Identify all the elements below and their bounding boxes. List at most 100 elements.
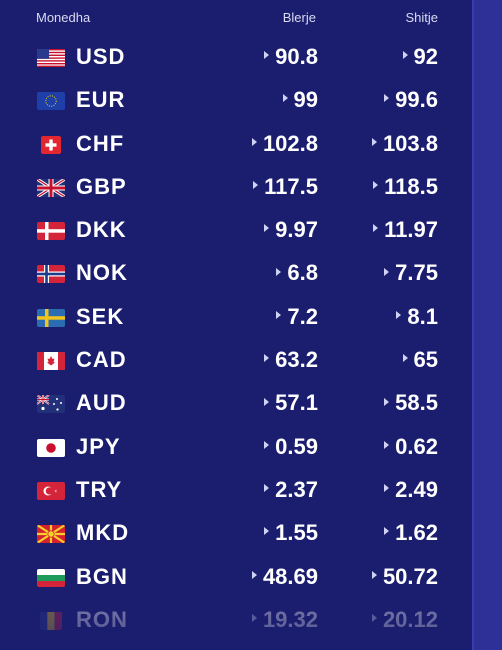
currency-code: TRY xyxy=(76,476,123,502)
sell-rate: 58.5 xyxy=(384,390,438,416)
caret-right-icon xyxy=(282,94,288,103)
rates-list: USD 90.8 92 EUR 99 99.6 xyxy=(0,36,472,642)
rate-row-usd: USD 90.8 92 xyxy=(0,36,472,79)
no-flag-icon xyxy=(37,265,65,284)
sell-rate: 2.49 xyxy=(384,477,438,503)
buy-rate: 0.59 xyxy=(264,434,318,460)
buy-rate: 63.2 xyxy=(264,347,318,373)
currency-code: CAD xyxy=(76,347,127,373)
buy-rate: 102.8 xyxy=(251,131,318,157)
buy-rate: 117.5 xyxy=(253,174,318,200)
caret-right-icon xyxy=(373,224,379,233)
mk-flag-icon xyxy=(37,525,65,544)
sell-column-header: Shitje xyxy=(405,10,438,25)
sell-rate: 92 xyxy=(402,44,438,70)
buy-rate: 6.8 xyxy=(276,260,318,286)
buy-rate: 57.1 xyxy=(264,390,318,416)
ca-flag-icon xyxy=(37,352,65,371)
caret-right-icon xyxy=(373,181,379,190)
currency-code: JPY xyxy=(76,433,121,459)
ch-flag-icon xyxy=(41,135,61,154)
rate-row-try: TRY 2.37 2.49 xyxy=(0,469,472,512)
sell-rate: 11.97 xyxy=(373,217,438,243)
jp-flag-icon xyxy=(37,438,65,457)
sell-rate: 8.1 xyxy=(396,304,438,330)
caret-right-icon xyxy=(384,397,390,406)
caret-right-icon xyxy=(264,224,270,233)
caret-right-icon xyxy=(264,484,270,493)
scroll-area-edge xyxy=(472,0,502,650)
tr-flag-icon xyxy=(37,481,65,500)
rate-row-mkd: MKD 1.55 1.62 xyxy=(0,512,472,555)
rate-row-nok: NOK 6.8 7.75 xyxy=(0,252,472,295)
rate-row-aud: AUD 57.1 58.5 xyxy=(0,382,472,425)
buy-rate: 99 xyxy=(282,87,318,113)
rate-row-chf: CHF 102.8 103.8 xyxy=(0,123,472,166)
table-header: Monedha Blerje Shitje xyxy=(0,8,472,30)
exchange-rate-panel: Monedha Blerje Shitje USD 90.8 xyxy=(0,8,472,650)
caret-right-icon xyxy=(251,570,257,579)
buy-rate: 90.8 xyxy=(264,44,318,70)
rate-row-ron: RON 19.32 20.12 xyxy=(0,599,472,642)
currency-code: NOK xyxy=(76,260,128,286)
buy-rate: 7.2 xyxy=(276,304,318,330)
caret-right-icon xyxy=(264,51,270,60)
bg-flag-icon xyxy=(37,568,65,587)
currency-code: CHF xyxy=(76,130,125,156)
caret-right-icon xyxy=(402,51,408,60)
ro-flag-icon xyxy=(40,611,62,630)
currency-code: EUR xyxy=(76,87,126,113)
caret-right-icon xyxy=(396,310,402,319)
sell-rate: 99.6 xyxy=(384,87,438,113)
caret-right-icon xyxy=(276,310,282,319)
sell-rate: 118.5 xyxy=(373,174,438,200)
caret-right-icon xyxy=(251,614,257,623)
caret-right-icon xyxy=(371,570,377,579)
caret-right-icon xyxy=(264,354,270,363)
sell-rate: 7.75 xyxy=(384,260,438,286)
au-flag-icon xyxy=(37,395,65,414)
caret-right-icon xyxy=(384,94,390,103)
caret-right-icon xyxy=(264,397,270,406)
caret-right-icon xyxy=(251,137,257,146)
caret-right-icon xyxy=(276,267,282,276)
caret-right-icon xyxy=(371,137,377,146)
caret-right-icon xyxy=(264,440,270,449)
caret-right-icon xyxy=(384,484,390,493)
caret-right-icon xyxy=(384,527,390,536)
currency-code: MKD xyxy=(76,520,130,546)
se-flag-icon xyxy=(37,308,65,327)
sell-rate: 1.62 xyxy=(384,520,438,546)
currency-code: GBP xyxy=(76,173,127,199)
us-flag-icon xyxy=(37,49,65,67)
rate-row-sek: SEK 7.2 8.1 xyxy=(0,296,472,339)
buy-rate: 1.55 xyxy=(264,520,318,546)
sell-rate: 103.8 xyxy=(371,131,438,157)
rate-row-bgn: BGN 48.69 50.72 xyxy=(0,556,472,599)
caret-right-icon xyxy=(371,614,377,623)
rate-row-gbp: GBP 117.5 118.5 xyxy=(0,166,472,209)
sell-rate: 65 xyxy=(402,347,438,373)
rate-row-dkk: DKK 9.97 11.97 xyxy=(0,209,472,252)
caret-right-icon xyxy=(264,527,270,536)
caret-right-icon xyxy=(384,267,390,276)
currency-code: USD xyxy=(76,44,126,69)
rate-row-eur: EUR 99 99.6 xyxy=(0,79,472,122)
buy-rate: 48.69 xyxy=(251,564,318,590)
currency-code: BGN xyxy=(76,563,128,589)
buy-column-header: Blerje xyxy=(282,10,316,25)
currency-code: SEK xyxy=(76,303,125,329)
gb-flag-icon xyxy=(37,178,65,197)
buy-rate: 2.37 xyxy=(264,477,318,503)
sell-rate: 50.72 xyxy=(371,564,438,590)
currency-code: AUD xyxy=(76,390,127,416)
currency-code: DKK xyxy=(76,217,127,243)
caret-right-icon xyxy=(253,181,259,190)
rate-row-jpy: JPY 0.59 0.62 xyxy=(0,426,472,469)
eu-flag-icon xyxy=(37,92,65,111)
buy-rate: 19.32 xyxy=(251,607,318,633)
sell-rate: 0.62 xyxy=(384,434,438,460)
rate-row-cad: CAD 63.2 65 xyxy=(0,339,472,382)
buy-rate: 9.97 xyxy=(264,217,318,243)
dk-flag-icon xyxy=(37,222,65,241)
